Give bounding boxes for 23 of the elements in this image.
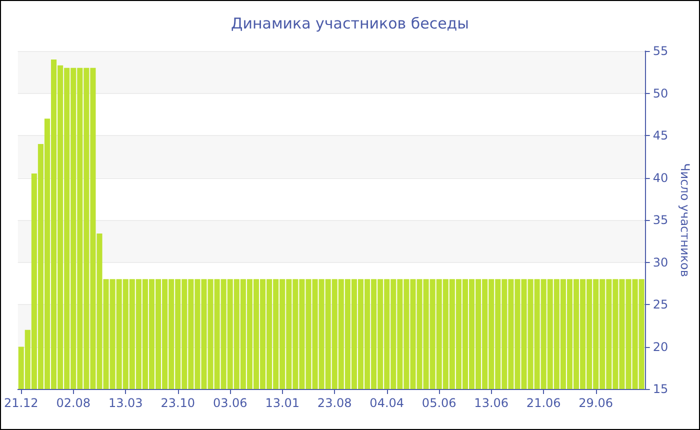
y-tick-label: 25: [652, 298, 668, 312]
y-tick-label: 20: [652, 340, 668, 354]
y-tick-label: 35: [652, 213, 668, 227]
x-tick-label: 29.06: [578, 396, 614, 410]
x-tick-label: 23.08: [317, 396, 352, 410]
x-tick-label: 21.12: [4, 396, 38, 410]
y-tick-label: 30: [652, 255, 668, 270]
y-tick-label: 50: [652, 86, 668, 100]
y-tick-label: 55: [652, 44, 668, 58]
y-axis-title: Число участников: [678, 163, 692, 277]
y-tick-label: 45: [652, 128, 668, 142]
chart-title: Динамика участников беседы: [230, 14, 470, 32]
x-tick-label: 02.08: [56, 396, 91, 410]
y-tick-label: 15: [652, 382, 668, 396]
x-tick-label: 21.06: [526, 396, 561, 410]
x-tick-label: 13.06: [474, 396, 509, 410]
x-tick-label: 04.04: [370, 396, 404, 410]
x-tick-label: 05.06: [422, 396, 456, 410]
x-tick-label: 13.01: [265, 396, 300, 410]
x-tick-label: 13.03: [108, 396, 143, 410]
x-tick-label: 03.06: [212, 396, 248, 410]
x-tick-label: 23.10: [160, 396, 196, 410]
y-tick-label: 40: [652, 170, 668, 185]
